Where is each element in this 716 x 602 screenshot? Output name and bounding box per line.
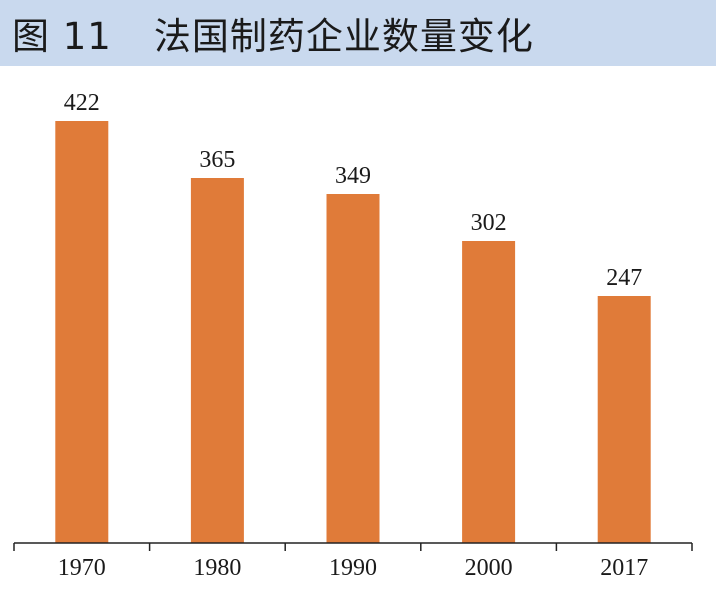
figure-number: 图 11: [12, 15, 112, 58]
bar-chart: 422 1970 365 1980 349 1990 302 2000 247 2017: [13, 90, 693, 581]
chart-title-bar: 图 11 法国制药企业数量变化: [0, 0, 716, 66]
x-tick-label-1980: 1980: [193, 555, 241, 581]
data-label-2000: 302: [471, 210, 507, 236]
bar-2017: [597, 296, 651, 543]
bar-2000: [462, 241, 516, 543]
bar-1990: [326, 194, 380, 543]
x-tick-label-1990: 1990: [329, 555, 377, 581]
x-tick-label-1970: 1970: [58, 555, 106, 581]
data-label-1970: 422: [64, 90, 100, 116]
data-label-1990: 349: [335, 163, 371, 189]
x-tick-label-2017: 2017: [600, 555, 648, 581]
data-label-2017: 247: [606, 265, 642, 291]
bar-1980: [190, 178, 244, 543]
chart-title: 法国制药企业数量变化: [153, 15, 534, 58]
data-label-1980: 365: [199, 147, 235, 173]
x-tick-label-2000: 2000: [465, 555, 513, 581]
bar-1970: [55, 121, 109, 543]
